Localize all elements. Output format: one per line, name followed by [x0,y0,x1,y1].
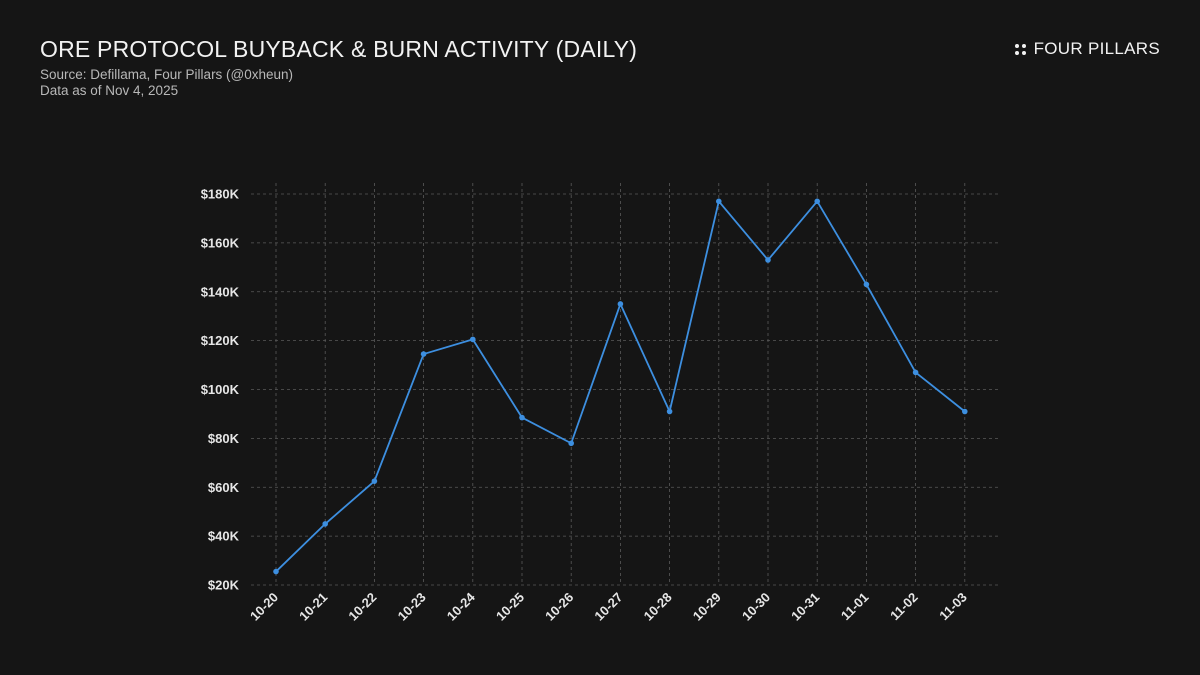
data-point [765,257,771,263]
y-tick-label: $120K [201,333,240,348]
y-tick-label: $160K [201,235,240,250]
x-tick-label: 10-24 [444,589,479,624]
data-point [470,336,476,343]
x-tick-label: 10-23 [395,590,429,624]
data-point [420,351,427,357]
data-point [716,198,722,205]
x-tick-label: 10-30 [739,590,773,624]
data-point [322,521,329,527]
y-tick-label: $180K [201,187,240,202]
data-point [273,568,279,575]
chart-title: ORE PROTOCOL BUYBACK & BURN ACTIVITY (DA… [40,36,638,62]
brand-name: FOUR PILLARS [1033,39,1160,58]
data-point [912,369,919,376]
data-point [814,198,820,205]
x-tick-label: 10-21 [296,590,330,624]
x-tick-label: 10-27 [591,590,625,624]
x-tick-label: 10-26 [542,590,576,624]
x-tick-label: 10-28 [641,590,675,624]
x-tick-label: 10-31 [788,590,822,624]
y-tick-label: $20K [208,578,240,593]
data-point [962,408,968,415]
four-dots-icon [1014,43,1026,55]
data-point [568,440,574,447]
x-tick-label: 10-22 [345,590,379,624]
y-tick-label: $80K [208,431,240,446]
data-point [371,478,378,484]
x-tick-label: 11-03 [936,590,970,624]
x-tick-label: 10-29 [690,590,724,624]
y-tick-label: $40K [208,529,240,544]
y-tick-label: $140K [201,284,240,299]
data-point [519,414,525,421]
x-tick-label: 10-20 [247,590,281,624]
brand-logo: FOUR PILLARS [1014,39,1160,59]
data-point [617,301,624,307]
data-point [666,408,673,415]
chart-subtitle: Source: Defillama, Four Pillars (@0xheun… [40,67,293,99]
y-tick-label: $100K [201,382,240,397]
data-point [863,281,870,288]
x-tick-label: 10-25 [493,590,527,624]
source-line: Source: Defillama, Four Pillars (@0xheun… [40,67,294,82]
x-tick-label: 11-02 [887,590,921,624]
x-tick-label: 11-01 [838,590,872,624]
date-line: Data as of Nov 4, 2025 [40,83,179,98]
y-tick-label: $60K [208,480,240,495]
